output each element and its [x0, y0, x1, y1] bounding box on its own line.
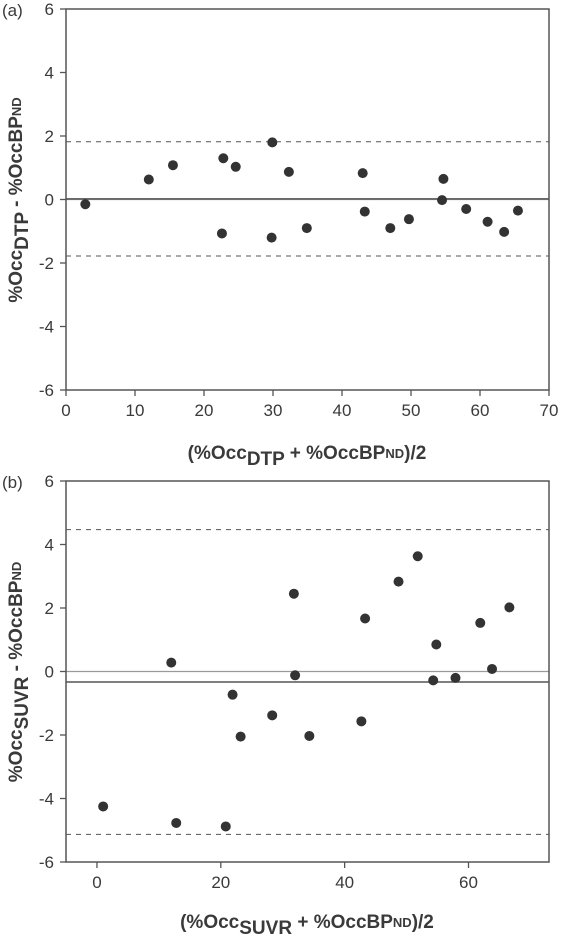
- data-point: [80, 199, 91, 210]
- data-point: [431, 639, 442, 650]
- panel-a: (a) 0 10 20 30 40 50 60 70 -6 -4 -2 0 2 4 6 (%OccDTP …: [2, 0, 558, 470]
- panel-b-x-ticks: 0 20 40 60: [92, 862, 478, 892]
- y-tick-label: -2: [39, 726, 54, 745]
- data-point: [357, 168, 368, 179]
- data-point: [143, 174, 154, 185]
- data-point: [266, 232, 277, 243]
- y-tick-label: 2: [45, 599, 54, 618]
- data-point: [499, 226, 510, 237]
- data-point: [235, 731, 246, 742]
- data-point: [360, 613, 371, 624]
- y-tick-label: -6: [39, 381, 54, 400]
- data-point: [482, 216, 493, 227]
- data-point: [304, 730, 315, 741]
- y-tick-label: 6: [45, 0, 54, 19]
- data-point: [98, 801, 109, 812]
- data-point: [283, 166, 294, 177]
- data-point: [216, 228, 227, 239]
- panel-a-x-ticks: 0 10 20 30 40 50 60 70: [61, 390, 558, 420]
- panel-b-y-ticks: -6 -4 -2 0 2 4 6: [39, 472, 66, 872]
- panel-b-reference-lines: [66, 529, 549, 835]
- data-point: [461, 204, 472, 215]
- x-tick-label: 50: [402, 401, 421, 420]
- y-tick-label: 0: [45, 663, 54, 682]
- data-point: [504, 602, 515, 613]
- data-point: [512, 205, 523, 216]
- data-point: [218, 153, 229, 164]
- panel-b-x-axis-label: (%OccSUVR + %OccBPND)/2: [180, 912, 434, 937]
- data-point: [487, 663, 498, 674]
- panel-a-label: (a): [2, 1, 23, 20]
- x-tick-label: 40: [333, 401, 352, 420]
- y-tick-label: -4: [39, 318, 54, 337]
- panel-a-y-ticks: -6 -4 -2 0 2 4 6: [39, 0, 66, 400]
- data-point: [428, 675, 439, 686]
- data-point: [267, 137, 278, 148]
- panel-b-points: [98, 551, 515, 832]
- y-tick-label: 2: [45, 127, 54, 146]
- data-point: [359, 206, 370, 217]
- panel-a-reference-lines: [66, 141, 549, 257]
- data-point: [171, 817, 182, 828]
- panel-b-y-axis-label: %OccSUVR - %OccBPND: [6, 562, 33, 782]
- data-point: [166, 657, 177, 668]
- y-tick-label: 6: [45, 472, 54, 491]
- panel-a-x-axis-label: (%OccDTP + %OccBPND)/2: [188, 443, 427, 470]
- x-tick-label: 20: [211, 873, 230, 892]
- panel-b-label: (b): [2, 473, 23, 492]
- data-point: [167, 160, 178, 171]
- data-point: [301, 223, 312, 234]
- data-point: [437, 195, 448, 206]
- data-point: [450, 672, 461, 683]
- y-tick-label: -6: [39, 853, 54, 872]
- y-tick-label: -4: [39, 790, 54, 809]
- y-tick-label: 0: [45, 191, 54, 210]
- data-point: [385, 223, 396, 234]
- data-point: [267, 710, 278, 721]
- data-point: [393, 576, 404, 587]
- panel-b: (b) 0 20 40 60 -6 -4 -2 0 2 4 6 (%OccSUVR + %OccB…: [2, 472, 550, 937]
- x-tick-label: 70: [540, 401, 559, 420]
- data-point: [227, 689, 238, 700]
- x-tick-label: 60: [471, 401, 490, 420]
- panel-a-y-axis-label: %OccDTP - %OccBPND: [6, 97, 33, 302]
- y-tick-label: -2: [39, 254, 54, 273]
- y-tick-label: 4: [45, 536, 54, 555]
- data-point: [290, 670, 301, 681]
- x-tick-label: 20: [195, 401, 214, 420]
- x-tick-label: 0: [61, 401, 70, 420]
- data-point: [403, 214, 414, 225]
- data-point: [356, 716, 367, 727]
- data-point: [288, 588, 299, 599]
- data-point: [475, 617, 486, 628]
- panel-a-points: [80, 137, 523, 243]
- x-tick-label: 0: [92, 873, 101, 892]
- data-point: [230, 161, 241, 172]
- y-tick-label: 4: [45, 64, 54, 83]
- data-point: [412, 551, 423, 562]
- data-point: [220, 821, 231, 832]
- data-point: [438, 173, 449, 184]
- x-tick-label: 10: [126, 401, 145, 420]
- x-tick-label: 60: [459, 873, 478, 892]
- x-tick-label: 30: [264, 401, 283, 420]
- x-tick-label: 40: [335, 873, 354, 892]
